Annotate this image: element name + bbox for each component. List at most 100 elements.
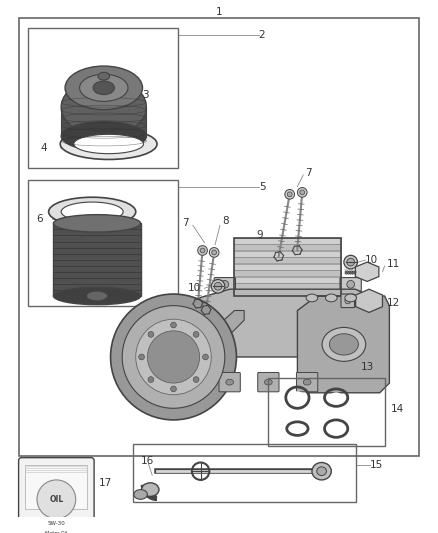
Text: 15: 15 <box>370 461 383 471</box>
Text: OIL: OIL <box>49 495 64 504</box>
Ellipse shape <box>139 354 145 360</box>
Ellipse shape <box>148 332 154 337</box>
Ellipse shape <box>287 192 292 197</box>
Ellipse shape <box>60 128 157 159</box>
Circle shape <box>122 305 225 408</box>
FancyBboxPatch shape <box>234 251 341 257</box>
Ellipse shape <box>347 280 354 288</box>
Text: 6: 6 <box>36 214 42 223</box>
Text: Motor Oil: Motor Oil <box>45 531 67 533</box>
Ellipse shape <box>211 279 225 293</box>
Ellipse shape <box>214 282 222 290</box>
Ellipse shape <box>212 250 216 255</box>
Ellipse shape <box>300 190 305 195</box>
Text: 10: 10 <box>365 255 378 265</box>
Ellipse shape <box>312 463 331 480</box>
Ellipse shape <box>80 74 128 101</box>
Polygon shape <box>189 289 380 357</box>
Polygon shape <box>297 296 389 393</box>
FancyBboxPatch shape <box>37 522 76 533</box>
Ellipse shape <box>306 294 318 302</box>
FancyBboxPatch shape <box>234 244 341 251</box>
Ellipse shape <box>200 248 205 253</box>
Ellipse shape <box>344 255 357 269</box>
FancyBboxPatch shape <box>341 294 354 308</box>
Ellipse shape <box>61 122 146 151</box>
Text: 4: 4 <box>41 143 47 153</box>
Ellipse shape <box>53 287 141 305</box>
FancyBboxPatch shape <box>234 257 341 263</box>
FancyBboxPatch shape <box>18 458 94 531</box>
Circle shape <box>110 294 237 420</box>
Ellipse shape <box>93 81 114 94</box>
FancyBboxPatch shape <box>234 277 341 282</box>
Ellipse shape <box>193 332 199 337</box>
FancyBboxPatch shape <box>234 238 341 244</box>
Ellipse shape <box>209 247 219 257</box>
Text: 2: 2 <box>259 29 265 39</box>
Ellipse shape <box>49 197 136 227</box>
FancyBboxPatch shape <box>214 278 236 291</box>
Text: 8: 8 <box>222 216 229 227</box>
Ellipse shape <box>322 327 366 361</box>
FancyBboxPatch shape <box>53 223 141 296</box>
Ellipse shape <box>134 490 147 499</box>
Text: 16: 16 <box>141 456 154 465</box>
Ellipse shape <box>53 215 141 232</box>
Ellipse shape <box>285 190 294 199</box>
Ellipse shape <box>345 298 351 304</box>
Ellipse shape <box>74 134 144 154</box>
Ellipse shape <box>61 78 146 136</box>
Ellipse shape <box>148 377 154 383</box>
Text: 9: 9 <box>257 230 263 240</box>
Ellipse shape <box>265 379 272 385</box>
Ellipse shape <box>291 425 304 433</box>
Ellipse shape <box>86 291 108 301</box>
FancyBboxPatch shape <box>340 278 361 291</box>
Text: 7: 7 <box>182 219 189 228</box>
FancyBboxPatch shape <box>25 465 87 509</box>
FancyBboxPatch shape <box>297 373 318 392</box>
Circle shape <box>147 331 200 383</box>
Ellipse shape <box>303 379 311 385</box>
FancyBboxPatch shape <box>234 270 341 276</box>
Text: 17: 17 <box>99 478 112 488</box>
Polygon shape <box>355 262 379 281</box>
Ellipse shape <box>347 258 354 266</box>
Ellipse shape <box>202 354 208 360</box>
Text: 1: 1 <box>215 7 223 17</box>
Ellipse shape <box>329 334 358 355</box>
Text: 7: 7 <box>305 168 312 178</box>
Ellipse shape <box>170 322 177 328</box>
Ellipse shape <box>325 294 337 302</box>
Ellipse shape <box>345 294 357 302</box>
FancyBboxPatch shape <box>258 373 279 392</box>
Ellipse shape <box>98 72 110 80</box>
Circle shape <box>136 319 211 395</box>
FancyBboxPatch shape <box>234 283 341 289</box>
Ellipse shape <box>290 391 304 404</box>
Ellipse shape <box>226 379 233 385</box>
Text: 12: 12 <box>386 298 400 308</box>
Ellipse shape <box>65 66 142 110</box>
FancyBboxPatch shape <box>61 107 146 136</box>
Ellipse shape <box>198 246 207 255</box>
Ellipse shape <box>141 483 159 496</box>
Polygon shape <box>164 311 244 374</box>
FancyBboxPatch shape <box>234 289 341 295</box>
Text: 13: 13 <box>360 362 374 372</box>
Text: 11: 11 <box>386 259 400 269</box>
Text: 10: 10 <box>187 283 201 293</box>
Ellipse shape <box>61 202 123 221</box>
FancyBboxPatch shape <box>219 373 240 392</box>
Text: 5: 5 <box>259 182 265 191</box>
Ellipse shape <box>329 392 343 403</box>
Ellipse shape <box>221 280 229 288</box>
Ellipse shape <box>297 188 307 197</box>
FancyBboxPatch shape <box>234 264 341 270</box>
Text: 3: 3 <box>142 90 149 100</box>
Text: 5W-30: 5W-30 <box>47 521 65 526</box>
Ellipse shape <box>170 386 177 392</box>
Ellipse shape <box>317 467 326 475</box>
Polygon shape <box>356 289 382 312</box>
